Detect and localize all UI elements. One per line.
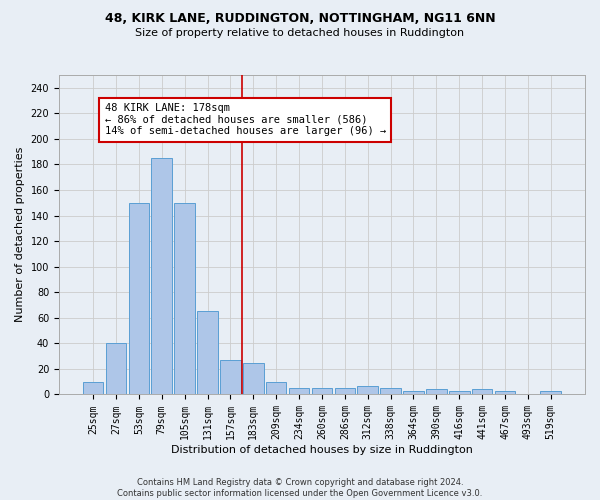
Bar [243,362,263,394]
Bar [541,390,561,394]
Bar [151,158,172,394]
Bar [311,388,332,394]
Bar [380,388,401,394]
Bar [128,203,149,394]
Text: 48, KIRK LANE, RUDDINGTON, NOTTINGHAM, NG11 6NN: 48, KIRK LANE, RUDDINGTON, NOTTINGHAM, N… [104,12,496,26]
Bar [83,382,103,394]
Text: 48 KIRK LANE: 178sqm
← 86% of detached houses are smaller (586)
14% of semi-deta: 48 KIRK LANE: 178sqm ← 86% of detached h… [104,103,386,136]
Bar [197,312,218,394]
Bar [289,388,310,394]
Y-axis label: Number of detached properties: Number of detached properties [15,147,25,322]
Bar [495,390,515,394]
Bar [335,388,355,394]
Bar [358,386,378,394]
X-axis label: Distribution of detached houses by size in Ruddington: Distribution of detached houses by size … [171,445,473,455]
Bar [403,390,424,394]
Bar [472,390,493,394]
Bar [220,360,241,394]
Bar [106,344,126,394]
Bar [266,382,286,394]
Bar [175,203,195,394]
Bar [426,390,446,394]
Text: Contains HM Land Registry data © Crown copyright and database right 2024.
Contai: Contains HM Land Registry data © Crown c… [118,478,482,498]
Text: Size of property relative to detached houses in Ruddington: Size of property relative to detached ho… [136,28,464,38]
Bar [449,390,470,394]
